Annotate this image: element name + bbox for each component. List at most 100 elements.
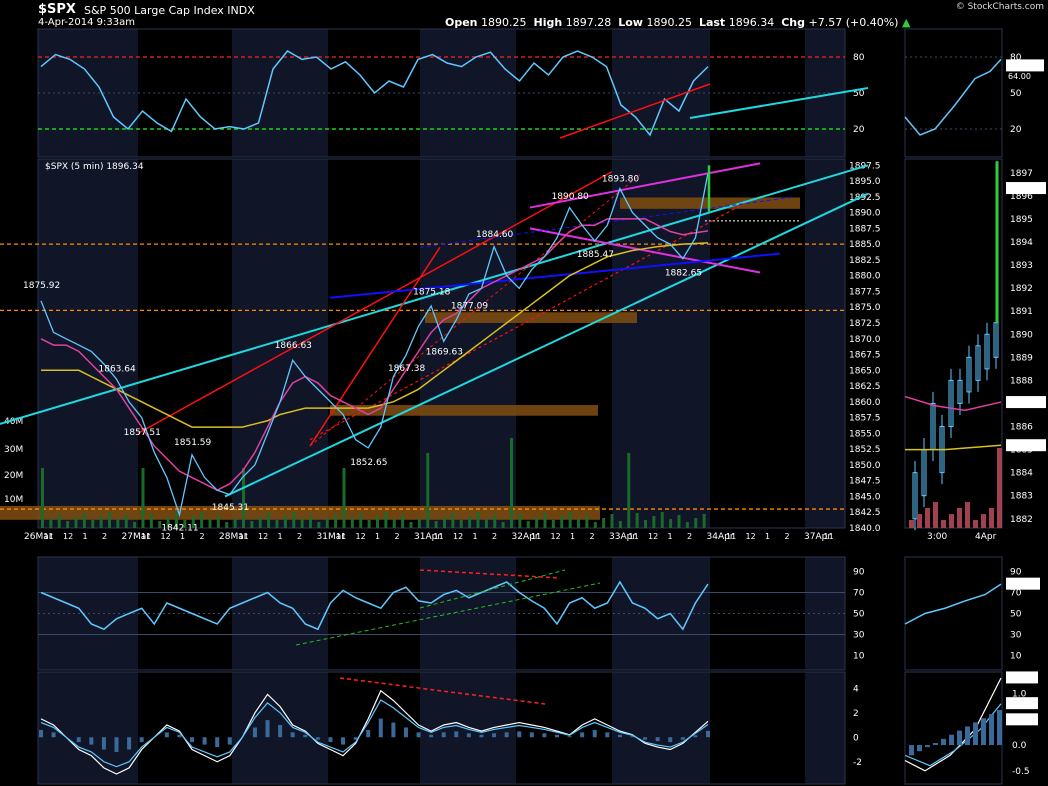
rsi-tick-label: 10: [853, 652, 865, 662]
macd-histogram-bar: [341, 737, 346, 745]
macd-histogram-bar: [139, 737, 144, 743]
volume-bar: [568, 512, 572, 528]
side-panel-border: [904, 671, 1003, 785]
last-price-label: 1896.34: [1008, 185, 1045, 195]
x-axis-label: 2: [102, 532, 107, 541]
channel-upper: [0, 164, 869, 425]
volume-bar: [618, 521, 622, 528]
macd-value-label: 0.499: [1008, 716, 1034, 726]
macd-tick-label: 0: [853, 733, 859, 743]
macd-histogram-bar: [554, 734, 559, 738]
macd-tick-label: -2: [853, 758, 862, 768]
macd-histogram-bar: [76, 737, 81, 743]
side-rsi-tick: 10: [1010, 652, 1022, 662]
price-tick-label: 1895.0: [849, 177, 881, 187]
x-axis-label: 2: [200, 532, 205, 541]
open-value: 1890.25: [481, 16, 527, 29]
rsi-top-tick-label: 20: [853, 125, 865, 135]
macd-histogram-bar: [517, 731, 522, 738]
price-tick-label: 1852.5: [849, 445, 881, 455]
macd-histogram-bar: [605, 732, 610, 738]
side-macd-bar: [925, 745, 930, 748]
volume-bar: [685, 522, 689, 528]
volume-bar: [443, 517, 446, 528]
x-axis-label: 11: [531, 532, 541, 541]
price-tick-label: 1887.5: [849, 224, 881, 234]
volume-bar: [91, 520, 95, 528]
price-tick-label: 1877.5: [849, 287, 881, 297]
rsi-trend-green2: [419, 569, 566, 609]
side-panel-border: [904, 556, 1003, 671]
side-macd-line: [904, 677, 1002, 772]
volume-bar: [602, 518, 606, 528]
x-axis-label: 1: [473, 532, 478, 541]
support-zone: [425, 312, 637, 323]
price-tick-label: 1880.0: [849, 272, 881, 282]
volume-bar: [158, 521, 162, 528]
rsi-divergence-red: [419, 569, 561, 579]
side-price-tick: 1897: [1010, 169, 1033, 179]
macd-histogram-bar: [693, 735, 698, 738]
brand-logo: © StockCharts.com: [955, 2, 1044, 12]
price-annotation: 1877.09: [451, 301, 488, 311]
price-tick-label: 1865.0: [849, 366, 881, 376]
trend-red-upper: [137, 170, 613, 435]
macd-histogram-bar: [668, 737, 673, 743]
x-axis-label: 11: [434, 532, 444, 541]
volume-bar: [250, 521, 254, 528]
trend-blue-dash: [419, 196, 796, 248]
volume-bar: [133, 522, 137, 528]
macd-histogram-bar: [378, 718, 383, 738]
side-price-tick: 1882: [1010, 515, 1033, 525]
volume-bar: [57, 514, 61, 528]
rsi-trend-green: [295, 582, 601, 646]
volume-bar: [359, 513, 363, 528]
session-shade: [38, 159, 138, 528]
panel-border: [37, 671, 846, 785]
macd-histogram-bar: [429, 734, 434, 738]
side-date-label: 4Apr: [975, 532, 997, 542]
volume-bar: [242, 468, 245, 528]
side-macd-signal: [904, 703, 1002, 767]
side-rsi-tick: 90: [1010, 568, 1022, 578]
macd-histogram-bar: [504, 732, 509, 738]
volume-bar: [149, 514, 153, 528]
macd-signal: [40, 699, 709, 768]
macd-histogram-bar: [416, 732, 421, 738]
trend-magenta-upper: [529, 162, 761, 209]
volume-bar: [434, 521, 438, 528]
x-axis-label: 34Apr: [707, 532, 734, 542]
x-axis-label: 2: [687, 532, 692, 541]
session-shade: [38, 672, 138, 784]
volume-bar: [350, 517, 354, 528]
macd-histogram-bar: [529, 732, 534, 738]
x-axis-label: 12: [648, 532, 658, 541]
volume-bar: [66, 521, 70, 528]
session-shade: [612, 557, 710, 670]
volume-bar: [334, 514, 338, 528]
volume-bar: [292, 512, 296, 528]
x-axis-label: 11: [141, 532, 151, 541]
volume-bar: [459, 520, 463, 528]
price-tick-label: 1855.0: [849, 429, 881, 439]
last-price-box: [1006, 182, 1046, 195]
side-macd-bar: [981, 718, 986, 746]
x-axis-label: 1: [668, 532, 673, 541]
price-series: [40, 172, 709, 518]
x-axis-label: 27Mar: [122, 532, 151, 542]
volume-bar: [342, 468, 346, 528]
side-volume-bar: [909, 520, 914, 528]
volume-bar: [325, 518, 329, 528]
x-axis-label: 1: [375, 532, 380, 541]
macd-histogram-bar: [567, 736, 572, 738]
x-axis-label: 26Mar: [24, 532, 53, 542]
price-tick-label: 1882.5: [849, 256, 881, 266]
x-axis-label: 11: [239, 532, 249, 541]
price-annotation: 1845.31: [212, 503, 249, 513]
side-macd-bar: [909, 745, 914, 756]
price-tick-label: 1842.5: [849, 508, 881, 518]
macd-histogram-bar: [290, 732, 295, 738]
side-rsi-tick: 30: [1010, 631, 1022, 641]
x-axis-label: 1: [765, 532, 770, 541]
